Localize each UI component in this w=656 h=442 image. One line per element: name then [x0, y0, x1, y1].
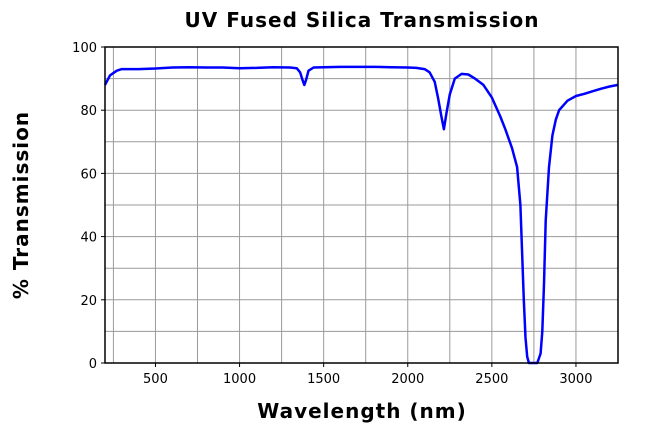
- plot-area: [103, 65, 619, 365]
- chart-title: UV Fused Silica Transmission: [185, 8, 540, 32]
- x-tick-labels: 500 1000 1500 2000 2500 3000: [143, 363, 592, 387]
- grid: [105, 47, 618, 363]
- y-tick-label: 100: [72, 41, 97, 56]
- x-tick-label: 500: [143, 372, 168, 387]
- x-tick-label: 2500: [475, 372, 508, 387]
- x-tick-label: 1000: [223, 372, 256, 387]
- x-tick-label: 3000: [559, 372, 592, 387]
- y-tick-label: 40: [80, 231, 97, 246]
- y-tick-label: 60: [80, 167, 97, 182]
- y-tick-labels: 0 20 40 60 80 100: [72, 41, 105, 372]
- y-axis-label: % Transmission: [9, 111, 33, 299]
- transmission-series-line: [103, 65, 619, 365]
- x-tick-label: 2000: [391, 372, 424, 387]
- plot-frame: [104, 46, 619, 364]
- y-tick-label: 80: [80, 104, 97, 119]
- x-tick-label: 1500: [307, 372, 340, 387]
- y-tick-label: 20: [80, 294, 97, 309]
- y-tick-label: 0: [89, 357, 97, 372]
- x-axis-label: Wavelength (nm): [257, 399, 467, 423]
